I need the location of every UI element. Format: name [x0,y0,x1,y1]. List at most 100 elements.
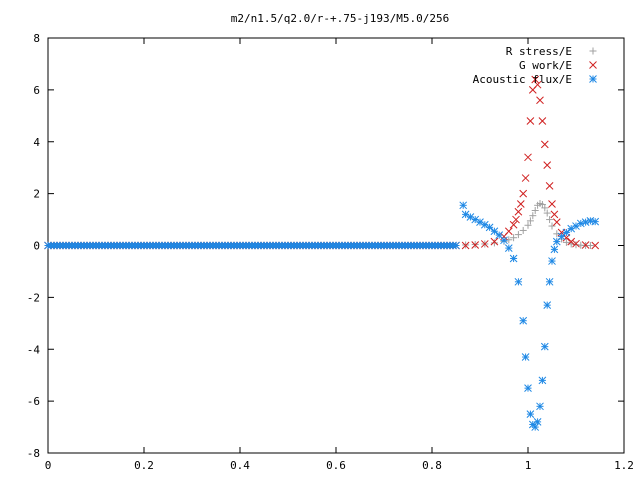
legend-marker [589,75,597,83]
x-tick-label: 0 [45,459,52,472]
data-point [137,241,145,250]
legend-label: Acoustic flux/E [473,73,572,86]
series-2 [44,201,600,431]
data-point [531,206,539,214]
axis-ticks: 0 0.2 0.4 0.6 0.8 1 1.2 8 6 4 2 0 -2 -4 -6 -8 [27,32,634,472]
data-point [500,236,508,245]
data-point [490,239,498,247]
data-point [533,418,542,426]
data-point [543,209,551,217]
data-point [480,240,489,248]
data-point [572,241,580,249]
x-tick-label: 0.6 [326,459,346,472]
data-point [540,342,549,351]
y-tick-label: -2 [27,291,40,304]
data-point [524,384,532,393]
data-point [567,237,576,246]
chart-title: m2/n1.5/q2.0/r-+.75-j193/M5.0/256 [231,12,450,25]
data-point [531,75,540,84]
series-1 [44,75,600,250]
data-point [545,277,554,286]
data-point [543,301,552,310]
data-point [562,228,571,237]
data-point [185,241,193,250]
data-point [305,241,313,250]
data-point [490,237,499,246]
data-point [591,241,600,250]
data-point [543,161,552,169]
data-point [533,80,542,89]
data-point [557,232,566,241]
legend-marker [589,47,597,55]
data-point [516,200,525,208]
data-point [233,241,241,250]
data-point [257,241,265,250]
data-point [449,241,457,250]
x-tick-label: 1 [525,459,532,472]
data-point [586,242,594,249]
data-point [514,207,523,216]
data-point [545,181,554,190]
data-point [550,245,559,254]
data-point [504,244,513,252]
data-point [529,212,537,220]
data-point [65,241,73,250]
legend-label: G work/E [519,59,572,72]
data-point [512,215,520,224]
data-point [377,241,385,250]
legend-marker [589,61,597,69]
data-point [504,227,513,236]
data-point [509,254,518,263]
y-tick-label: -8 [27,447,40,460]
data-point [546,216,554,224]
data-marks [44,75,600,431]
data-point [548,257,556,265]
y-tick-label: 8 [33,32,40,45]
data-point [540,140,549,149]
data-point [113,241,121,250]
data-point [521,174,530,182]
data-point [562,238,570,246]
data-point [576,219,585,228]
data-point [548,222,556,230]
data-point [581,218,590,227]
y-tick-label: 0 [33,240,40,253]
data-point [461,241,470,250]
data-point [471,241,480,249]
data-point [505,236,513,244]
data-point [490,227,499,236]
data-point [541,204,549,212]
data-point [514,231,522,239]
data-point [281,241,289,250]
data-point [89,241,97,250]
legend-label: R stress/E [506,45,572,58]
data-point [526,117,535,125]
data-point [329,241,337,250]
data-point [581,241,590,249]
data-point [586,217,595,225]
data-point [526,410,535,418]
data-point [521,353,530,361]
data-point [509,220,518,229]
data-point [519,226,527,234]
data-point [591,217,600,226]
data-point [519,316,528,325]
data-point [524,153,532,162]
data-point [209,241,217,250]
series-0 [44,199,594,249]
data-point [161,241,169,250]
data-point [514,277,523,286]
data-point [550,210,559,219]
data-point [536,402,544,411]
data-point [538,376,547,385]
y-tick-label: -4 [27,343,41,356]
data-point [459,201,468,210]
data-point [524,221,532,229]
data-point [552,218,561,227]
data-point [538,117,547,125]
data-point [519,189,528,198]
data-point [510,234,518,242]
y-tick-label: 4 [33,136,40,149]
